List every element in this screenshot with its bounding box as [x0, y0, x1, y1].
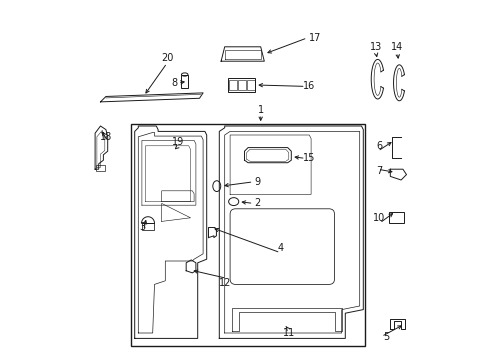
Text: 20: 20: [161, 53, 173, 63]
Text: 15: 15: [303, 153, 315, 163]
Text: 7: 7: [376, 166, 382, 176]
Text: 17: 17: [308, 33, 320, 43]
Bar: [228, 78, 255, 92]
Bar: [387, 212, 403, 223]
Text: 9: 9: [254, 177, 260, 187]
Text: 16: 16: [303, 81, 315, 91]
Bar: [96, 165, 105, 171]
Text: 6: 6: [376, 141, 382, 151]
Text: 8: 8: [171, 78, 177, 88]
Text: 5: 5: [383, 332, 389, 342]
Bar: [238, 80, 245, 90]
Bar: [228, 80, 237, 90]
Text: 14: 14: [390, 42, 403, 52]
Text: 10: 10: [373, 213, 385, 223]
Text: 11: 11: [283, 328, 295, 338]
Bar: [181, 75, 187, 88]
Bar: [141, 223, 154, 230]
Text: 4: 4: [277, 243, 283, 253]
Text: 1: 1: [257, 105, 263, 115]
Text: 2: 2: [253, 198, 260, 208]
Bar: [131, 124, 365, 346]
Text: 13: 13: [369, 42, 381, 52]
Text: 19: 19: [171, 137, 183, 147]
Bar: [246, 80, 254, 90]
Text: 3: 3: [139, 222, 144, 232]
Text: 18: 18: [100, 132, 112, 142]
Text: 12: 12: [218, 278, 230, 288]
